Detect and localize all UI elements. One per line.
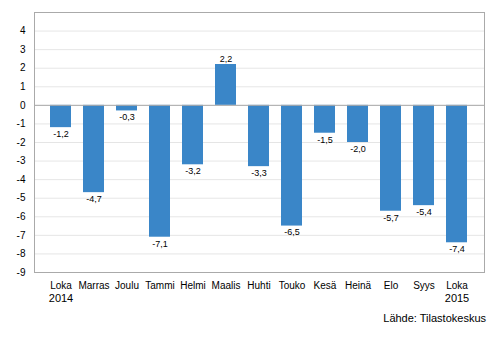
svg-text:Tammi: Tammi	[145, 280, 174, 291]
html-text:Lähde: Tilastokeskus: Lähde: Tilastokeskus	[383, 312, 486, 324]
svg-text:0: 0	[20, 100, 26, 111]
svg-text:-4: -4	[17, 174, 26, 185]
svg-text:-1,2: -1,2	[53, 129, 69, 139]
svg-text:Elo: Elo	[384, 280, 399, 291]
svg-text:Kesä: Kesä	[314, 280, 337, 291]
svg-text:4: 4	[20, 25, 26, 36]
svg-text:-7: -7	[17, 230, 26, 241]
svg-text:Helmi: Helmi	[180, 280, 206, 291]
svg-text:Syys: Syys	[413, 280, 435, 291]
svg-text:-4,7: -4,7	[86, 194, 102, 204]
svg-text:-1,5: -1,5	[317, 135, 333, 145]
svg-text:-9: -9	[17, 267, 26, 278]
svg-text:Maalis: Maalis	[212, 280, 241, 291]
svg-text:Loka: Loka	[446, 280, 468, 291]
svg-text:-6,5: -6,5	[284, 227, 300, 237]
svg-text:Marras: Marras	[78, 280, 109, 291]
svg-text:-6: -6	[17, 211, 26, 222]
svg-text:-7,1: -7,1	[152, 239, 168, 249]
svg-text:-2,0: -2,0	[350, 144, 366, 154]
svg-text:3: 3	[20, 44, 26, 55]
svg-text:-5,4: -5,4	[416, 207, 432, 217]
svg-text:-8: -8	[17, 248, 26, 259]
svg-text:Heinä: Heinä	[345, 280, 372, 291]
svg-text:2: 2	[20, 62, 26, 73]
svg-text:-2: -2	[17, 137, 26, 148]
svg-text:2015: 2015	[445, 292, 469, 304]
svg-text:Loka: Loka	[50, 280, 72, 291]
svg-text:Joulu: Joulu	[115, 280, 139, 291]
svg-text:-0,3: -0,3	[119, 112, 135, 122]
svg-text:-7,4: -7,4	[449, 244, 465, 254]
svg-text:-3: -3	[17, 155, 26, 166]
svg-text:2014: 2014	[49, 292, 73, 304]
svg-text:-5,7: -5,7	[383, 213, 399, 223]
svg-text:Touko: Touko	[279, 280, 306, 291]
svg-text:-3,3: -3,3	[251, 168, 267, 178]
svg-text:-5: -5	[17, 192, 26, 203]
svg-text:2,2: 2,2	[220, 54, 233, 64]
svg-text:-1: -1	[17, 118, 26, 129]
svg-text:-3,2: -3,2	[185, 166, 201, 176]
svg-text:1: 1	[20, 81, 26, 92]
svg-text:Huhti: Huhti	[247, 280, 270, 291]
